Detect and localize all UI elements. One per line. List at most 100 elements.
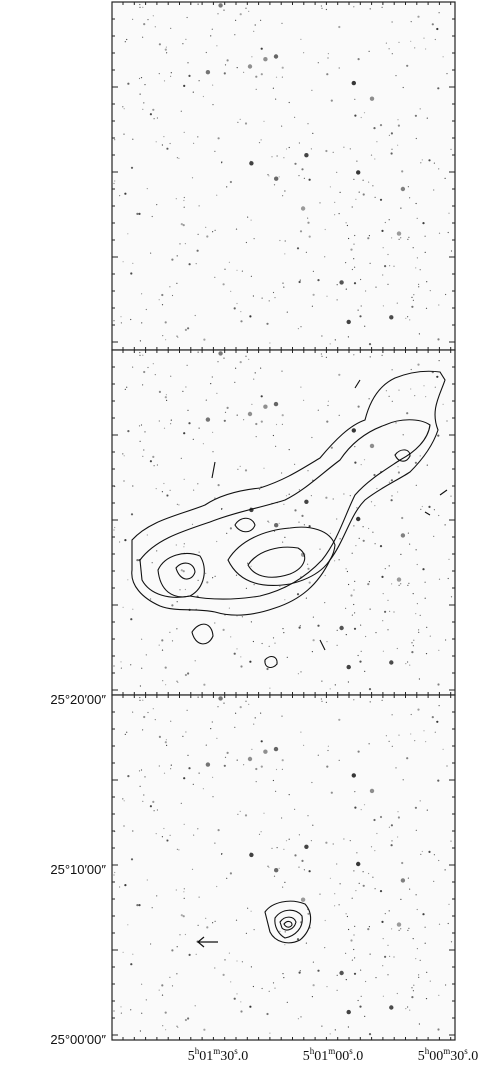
star xyxy=(132,263,133,264)
star xyxy=(304,845,308,849)
star xyxy=(282,542,283,543)
star xyxy=(188,75,190,77)
star xyxy=(113,1010,114,1011)
star xyxy=(418,974,419,975)
star xyxy=(403,87,404,88)
star xyxy=(401,187,405,191)
star xyxy=(448,232,449,233)
star xyxy=(330,688,331,689)
star xyxy=(261,395,263,397)
star xyxy=(177,946,178,947)
star xyxy=(245,469,247,471)
star xyxy=(299,972,301,974)
star xyxy=(350,840,351,841)
star xyxy=(333,152,334,153)
star xyxy=(354,115,356,117)
star xyxy=(255,372,256,373)
star xyxy=(297,593,299,595)
star xyxy=(166,52,167,53)
star xyxy=(159,43,161,45)
star xyxy=(309,179,311,181)
star xyxy=(125,389,126,390)
x-label-unit: m xyxy=(328,1046,335,1056)
star xyxy=(369,235,370,236)
star xyxy=(380,890,382,892)
star xyxy=(253,724,254,725)
star xyxy=(439,233,440,234)
star xyxy=(324,947,325,948)
star xyxy=(237,122,238,123)
star xyxy=(140,685,141,686)
star xyxy=(199,428,200,429)
star xyxy=(162,144,163,145)
star xyxy=(152,562,153,563)
star xyxy=(185,39,186,40)
star xyxy=(397,303,398,304)
star xyxy=(121,1013,122,1014)
star xyxy=(317,279,319,281)
star xyxy=(338,719,340,721)
star xyxy=(409,665,410,666)
star xyxy=(251,56,252,57)
star xyxy=(414,740,415,741)
star xyxy=(409,1010,410,1011)
star xyxy=(337,990,338,991)
star xyxy=(273,637,274,638)
star xyxy=(123,952,124,953)
star xyxy=(405,318,406,319)
star xyxy=(353,82,354,83)
star xyxy=(350,495,351,496)
star xyxy=(276,424,277,425)
star xyxy=(274,523,278,527)
star xyxy=(166,839,168,841)
star xyxy=(307,123,308,124)
star xyxy=(330,343,331,344)
star xyxy=(281,126,282,127)
star xyxy=(267,174,268,175)
star xyxy=(448,923,449,924)
star xyxy=(251,566,252,567)
star xyxy=(339,213,340,214)
star xyxy=(273,292,274,293)
star xyxy=(434,163,435,164)
star xyxy=(224,72,226,74)
star xyxy=(425,741,426,742)
star xyxy=(437,338,439,340)
star xyxy=(205,227,206,228)
star xyxy=(132,139,133,140)
star xyxy=(185,386,186,387)
star xyxy=(325,497,327,499)
x-label-number: 01 xyxy=(199,1049,213,1064)
star xyxy=(136,213,138,215)
star xyxy=(236,575,237,576)
star xyxy=(451,250,452,251)
star xyxy=(321,1026,322,1027)
star xyxy=(370,789,374,793)
star xyxy=(434,854,435,855)
star xyxy=(237,760,238,761)
star xyxy=(127,233,128,234)
star xyxy=(176,973,177,974)
star xyxy=(354,628,356,630)
x-label-unit: m xyxy=(443,1046,450,1056)
star xyxy=(432,23,434,25)
star xyxy=(450,841,451,842)
star xyxy=(313,639,315,641)
star xyxy=(415,807,417,809)
star xyxy=(414,47,415,48)
star xyxy=(132,830,133,831)
star xyxy=(187,62,188,63)
star xyxy=(350,594,352,596)
star xyxy=(235,713,236,714)
x-label: 5h01m30s.0 xyxy=(188,1046,249,1064)
star xyxy=(120,316,121,317)
star xyxy=(347,571,348,572)
star xyxy=(142,801,143,802)
star xyxy=(339,280,343,284)
star xyxy=(420,108,421,109)
star xyxy=(246,588,247,589)
star xyxy=(147,367,148,368)
star xyxy=(256,781,257,782)
star xyxy=(274,988,275,989)
star xyxy=(403,434,404,435)
